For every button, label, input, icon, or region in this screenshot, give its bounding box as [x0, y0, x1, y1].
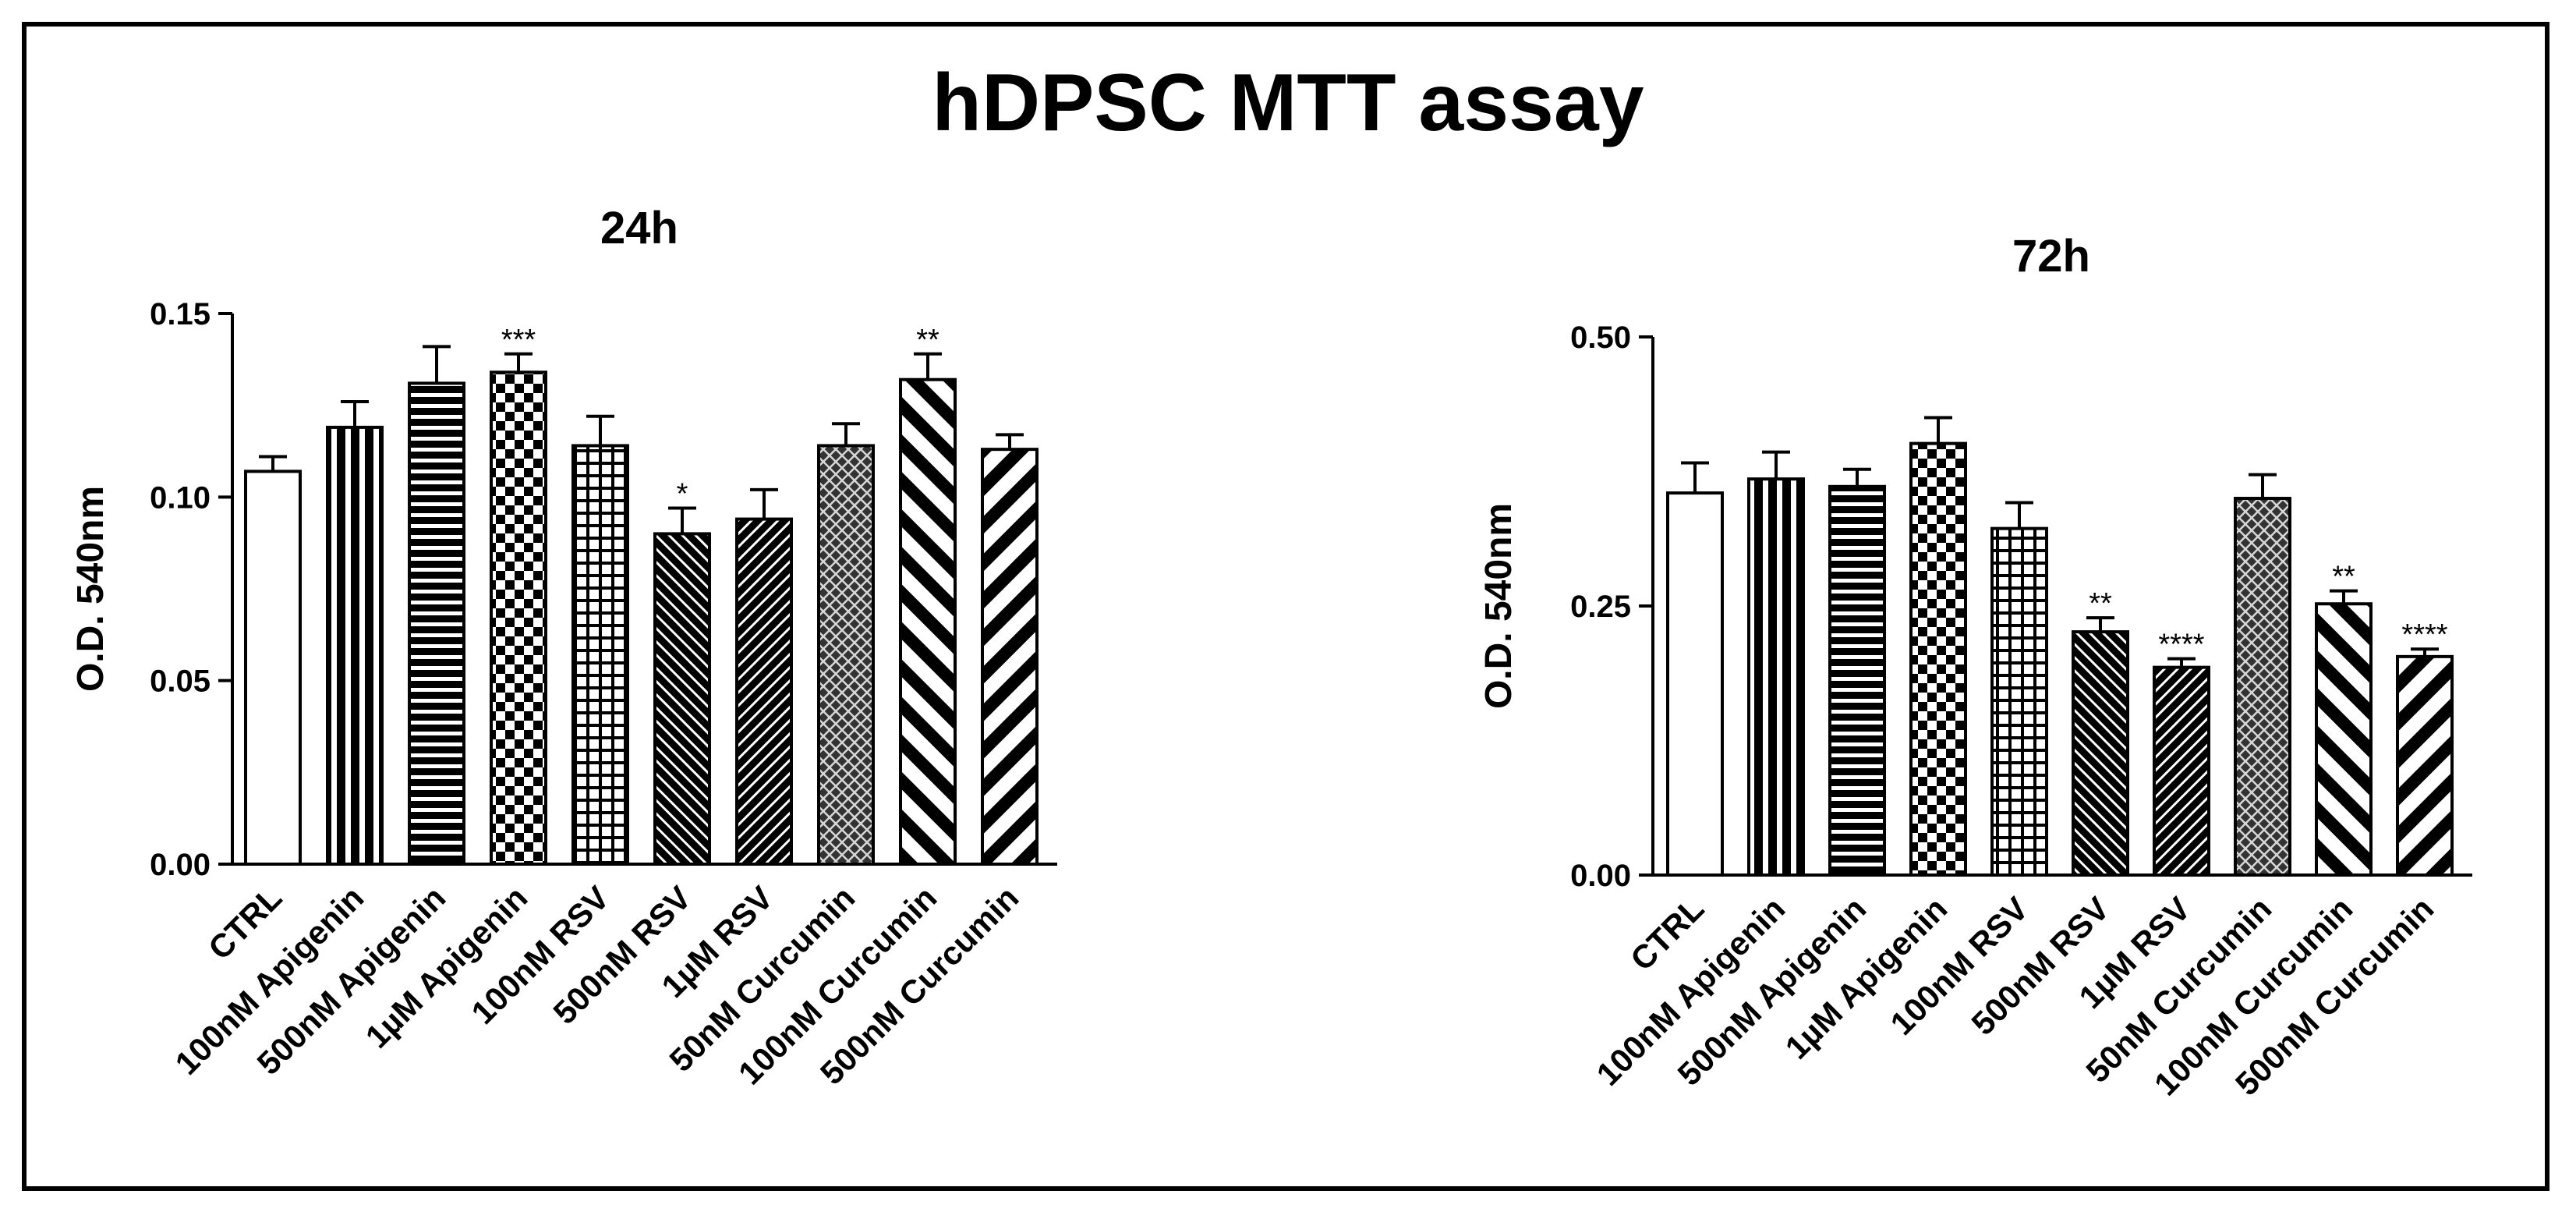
chart2-significance-label: **: [2332, 561, 2355, 594]
chart2-y-tick-label: 0.25: [1570, 590, 1631, 624]
chart1-bar: [244, 470, 302, 866]
chart1-bar: [326, 425, 384, 866]
chart2-bar: [1990, 526, 2048, 877]
chart1-y-axis-label: O.D. 540nm: [70, 486, 111, 692]
chart1-bar: [653, 532, 711, 866]
chart2-bar: [2396, 654, 2454, 877]
chart2-y-axis-label: O.D. 540nm: [1478, 503, 1520, 709]
chart1-bar: [735, 517, 793, 866]
chart2-bar: [2315, 602, 2373, 877]
chart2-bar: [1909, 441, 1967, 877]
chart1-y-tick-label: 0.15: [150, 297, 211, 331]
chart1-bar: [817, 444, 875, 866]
chart1-bar: [490, 370, 547, 866]
chart2-bar: [2234, 497, 2291, 877]
chart1-bar: [571, 444, 629, 866]
chart1-significance-label: ***: [501, 324, 536, 356]
chart2-title: 72h: [2012, 231, 2090, 282]
figure-title: hDPSC MTT assay: [932, 58, 1644, 148]
chart1-bar: [408, 381, 465, 866]
chart1-significance-label: *: [677, 477, 688, 510]
chart1-bar: [899, 377, 957, 866]
chart2-significance-label: **: [2089, 587, 2112, 620]
chart1-y-tick-label: 0.00: [150, 848, 211, 882]
chart2-bar: [1747, 477, 1805, 877]
chart2-significance-label: ****: [2158, 629, 2204, 661]
chart2-bar: [1666, 491, 1724, 877]
chart2-y-tick-label: 0.50: [1570, 321, 1631, 355]
chart2-bar: [1828, 484, 1886, 877]
chart1-significance-label: **: [916, 324, 939, 356]
chart1-y-tick-label: 0.10: [150, 480, 211, 515]
chart1-bar: [981, 448, 1039, 866]
chart1-title: 24h: [600, 203, 678, 253]
chart1-y-tick-label: 0.05: [150, 664, 211, 699]
chart2-y-tick-label: 0.00: [1570, 859, 1631, 893]
chart2-significance-label: ****: [2401, 618, 2447, 651]
chart2-bar: [2072, 630, 2129, 877]
chart2-bar: [2153, 665, 2210, 877]
